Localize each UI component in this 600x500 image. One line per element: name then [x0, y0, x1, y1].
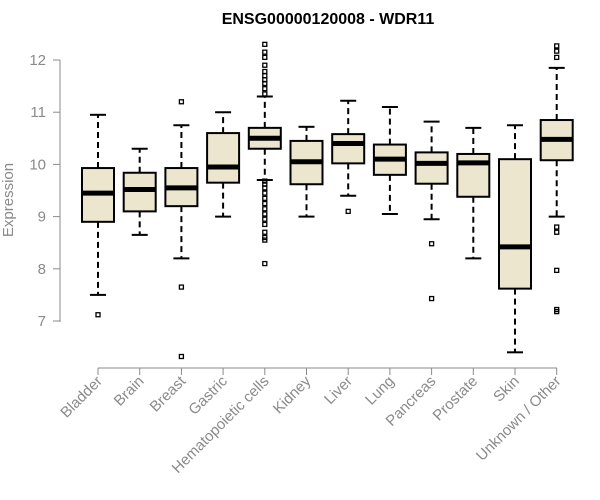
x-tick-label: Skin — [490, 373, 523, 406]
outlier-point — [428, 241, 435, 247]
box-group — [122, 147, 157, 236]
outlier-point — [262, 181, 268, 187]
x-tick-label: Kidney — [270, 372, 315, 417]
box-group — [539, 43, 574, 315]
outlier-point — [262, 91, 268, 97]
outlier-point — [262, 260, 268, 267]
box-group — [289, 125, 324, 218]
boxes — [81, 41, 574, 360]
outlier-point — [554, 48, 560, 54]
outlier-point — [95, 312, 101, 318]
y-tick-label: 10 — [29, 156, 46, 173]
outlier-point — [178, 353, 185, 360]
outlier-point — [262, 206, 268, 212]
x-tick-label: Bladder — [57, 373, 106, 422]
outlier-point — [178, 284, 185, 290]
outlier-point — [262, 190, 268, 196]
box-group — [331, 99, 366, 215]
x-tick-label: Lung — [362, 373, 398, 409]
outlier-point — [262, 73, 268, 79]
box-group — [456, 126, 491, 260]
outlier-point — [262, 86, 268, 92]
outlier-point — [428, 295, 435, 302]
box-group — [414, 120, 449, 302]
outlier-point — [554, 224, 560, 230]
iqr-box — [498, 158, 532, 290]
outlier-point — [262, 200, 268, 207]
x-tick-label: Prostate — [430, 373, 482, 425]
outlier-point — [262, 221, 268, 228]
y-tick-label: 12 — [29, 52, 46, 69]
outlier-point — [554, 267, 560, 274]
outlier-point — [262, 54, 268, 61]
box-group — [164, 99, 199, 360]
y-ticks: 7 8 9 10 11 12 — [29, 52, 60, 330]
chart-title: ENSG00000120008 - WDR11 — [222, 11, 435, 28]
iqr-box — [331, 133, 366, 165]
outlier-point — [262, 62, 268, 68]
box-group — [206, 111, 241, 218]
outlier-point — [554, 43, 560, 49]
y-tick-label: 7 — [38, 313, 46, 330]
x-tick-label: Brain — [111, 373, 148, 410]
y-tick-label: 11 — [30, 104, 46, 121]
box-group — [372, 105, 407, 215]
x-tick-label: Liver — [321, 373, 356, 408]
outlier-point — [262, 49, 268, 55]
outlier-point — [345, 208, 351, 215]
outlier-point — [554, 229, 560, 235]
iqr-box — [206, 132, 241, 184]
outlier-point — [554, 306, 560, 313]
outlier-point — [178, 99, 185, 105]
box-group — [498, 124, 532, 354]
iqr-box — [414, 151, 449, 185]
outlier-point — [554, 54, 560, 61]
y-tick-label: 9 — [38, 209, 46, 226]
y-axis-label: Expression — [0, 163, 17, 237]
outlier-point — [262, 178, 268, 184]
x-tick-label: Breast — [147, 372, 190, 415]
outlier-point — [262, 41, 268, 47]
outlier-point — [262, 77, 268, 83]
box-group — [247, 41, 282, 267]
outlier-point — [262, 229, 268, 235]
y-tick-label: 8 — [38, 261, 46, 278]
outlier-point — [262, 211, 268, 217]
outlier-point — [262, 234, 268, 241]
outlier-point — [262, 195, 268, 201]
outlier-point — [262, 216, 268, 222]
iqr-box — [122, 171, 157, 213]
outlier-point — [262, 68, 268, 75]
box-group — [81, 113, 115, 318]
